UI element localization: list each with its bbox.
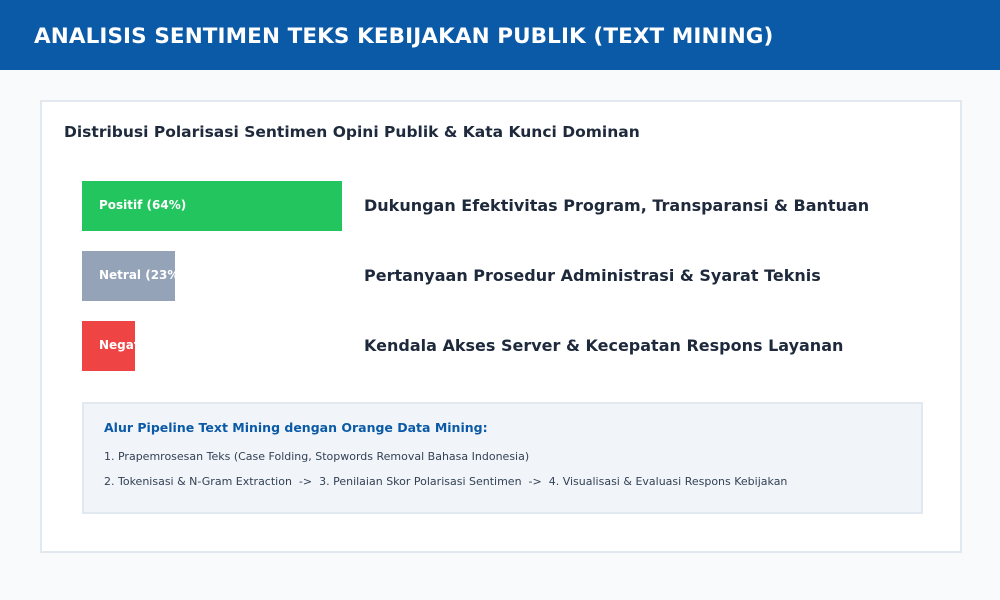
keyword-negatif: Kendala Akses Server & Kecepatan Respons… — [364, 336, 844, 355]
bar-label-netral: Netral (23%) — [99, 268, 185, 282]
pipeline-steps-2-4: 2. Tokenisasi & N-Gram Extraction -> 3. … — [104, 475, 788, 488]
bar-label-negatif: Negatif (13%) — [99, 338, 193, 352]
pipeline-step-1: 1. Prapemrosesan Teks (Case Folding, Sto… — [104, 450, 530, 463]
page-title: ANALISIS SENTIMEN TEKS KEBIJAKAN PUBLIK … — [34, 24, 774, 49]
sentiment-card: Distribusi Polarisasi Sentimen Opini Pub… — [40, 100, 962, 553]
pipeline-box: Alur Pipeline Text Mining dengan Orange … — [82, 402, 923, 514]
bar-positif: Positif (64%) — [82, 181, 342, 231]
bar-negatif: Negatif (13%) — [82, 321, 193, 371]
keyword-netral: Pertanyaan Prosedur Administrasi & Syara… — [364, 266, 821, 285]
keyword-positif: Dukungan Efektivitas Program, Transparan… — [364, 196, 870, 215]
section-title: Distribusi Polarisasi Sentimen Opini Pub… — [64, 123, 640, 141]
pipeline-title: Alur Pipeline Text Mining dengan Orange … — [104, 420, 488, 435]
bar-netral: Netral (23%) — [82, 251, 185, 301]
bar-label-positif: Positif (64%) — [99, 198, 187, 212]
header-bar: ANALISIS SENTIMEN TEKS KEBIJAKAN PUBLIK … — [0, 0, 1000, 70]
